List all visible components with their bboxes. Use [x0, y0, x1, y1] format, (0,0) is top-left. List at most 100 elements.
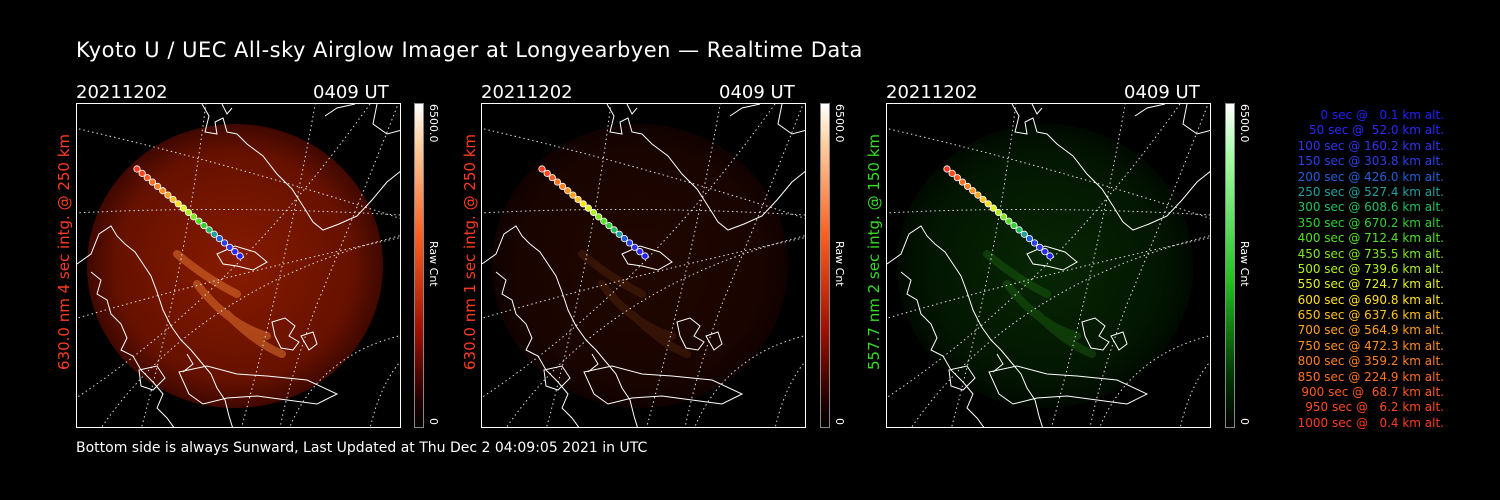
trajectory-point	[236, 252, 244, 260]
trajectory-point	[969, 187, 977, 195]
panel-2-colorbar	[820, 103, 830, 428]
trajectory-point	[553, 178, 562, 186]
trajectory-point	[231, 248, 239, 256]
trajectory-point	[215, 235, 223, 243]
trajectory-point	[1010, 221, 1018, 230]
coastline	[201, 104, 400, 231]
legend-row: 150 sec @ 303.8 km alt.	[1297, 154, 1444, 169]
trajectory-point	[1015, 226, 1023, 234]
trajectory-point	[220, 239, 229, 247]
trajectory-point	[584, 204, 592, 212]
aurora-streak	[173, 250, 286, 358]
trajectory-point	[610, 226, 618, 234]
trajectory-point	[1020, 230, 1028, 238]
trajectory-point	[620, 235, 628, 243]
trajectory-point	[569, 191, 577, 199]
latlon-grid-line	[369, 361, 400, 427]
trajectory-point	[210, 230, 218, 238]
trajectory-point	[636, 248, 644, 256]
coastline	[182, 353, 194, 373]
trajectory-point	[164, 191, 172, 199]
trajectory-point	[195, 217, 203, 225]
legend-row: 600 sec @ 690.8 km alt.	[1297, 292, 1444, 307]
panel-2-time: 0409 UT	[719, 82, 795, 103]
legend-row: 500 sec @ 739.6 km alt.	[1297, 261, 1444, 276]
coastline	[992, 353, 1004, 373]
latlon-grid-line	[482, 237, 805, 319]
trajectory-point	[579, 200, 587, 208]
trajectory-point	[169, 195, 177, 204]
latlon-grid-line	[887, 127, 1210, 219]
trajectory-point	[548, 174, 556, 182]
aurora-streak	[983, 250, 1096, 358]
coastline	[777, 104, 805, 135]
trajectory-point	[989, 204, 997, 212]
panel-2-scale-max: 6500.0	[833, 104, 846, 143]
trajectory-point	[538, 165, 546, 173]
coastline	[676, 317, 705, 351]
panel-2-allsky-image	[481, 103, 806, 428]
trajectory-point	[574, 195, 582, 204]
trajectory-point	[564, 187, 572, 195]
legend-row: 200 sec @ 426.0 km alt.	[1297, 169, 1444, 184]
trajectory-point	[974, 191, 982, 199]
coastline	[1182, 104, 1210, 135]
trajectory-point	[226, 243, 234, 251]
panel-1-scale-min: 0	[427, 418, 440, 425]
coastline	[621, 245, 673, 271]
coastline	[729, 104, 761, 117]
coastline	[887, 225, 1043, 427]
latlon-grid-line	[241, 104, 316, 427]
panel-1-wavelength-label: 630.0 nm 4 sec intg. @ 250 km	[55, 133, 73, 370]
trajectory-point	[595, 213, 603, 221]
legend-row: 1000 sec @ 0.4 km alt.	[1297, 415, 1444, 430]
coastline	[324, 104, 356, 117]
coastline	[372, 104, 400, 135]
coastline	[221, 104, 233, 115]
panel-1-date: 20211202	[76, 82, 168, 103]
trajectory-point	[984, 200, 992, 208]
coastline	[216, 245, 268, 271]
trajectory-point	[200, 221, 208, 230]
trajectory-point	[174, 200, 182, 208]
latlon-grid-line	[77, 237, 400, 319]
coastline	[1081, 317, 1110, 351]
trajectory-point	[641, 252, 649, 260]
trajectory-point	[1005, 217, 1013, 225]
legend-row: 850 sec @ 224.9 km alt.	[1297, 369, 1444, 384]
trajectory-point	[1025, 235, 1033, 243]
coastline	[90, 271, 175, 427]
coastline	[543, 365, 571, 391]
coastline	[482, 225, 638, 427]
trajectory-point	[1041, 248, 1049, 256]
footer-note: Bottom side is always Sunward, Last Upda…	[76, 440, 648, 456]
trajectory-point	[1000, 213, 1008, 221]
legend-row: 900 sec @ 68.7 km alt.	[1301, 385, 1444, 400]
trajectory-point	[205, 226, 213, 234]
panel-2-date: 20211202	[481, 82, 573, 103]
latlon-grid-line	[887, 208, 1210, 216]
latlon-grid-line	[951, 104, 1017, 427]
trajectory-legend: 0 sec @ 0.1 km alt. 50 sec @ 52.0 km alt.…	[1262, 108, 1444, 431]
coastline	[583, 365, 744, 405]
latlon-grid-line	[774, 361, 805, 427]
trajectory-point	[133, 165, 141, 173]
coastline	[495, 271, 580, 427]
panel-1-colorbar	[414, 103, 424, 428]
panel-3-scale-unit: Raw Cnt	[1238, 241, 1251, 287]
trajectory-point	[589, 208, 598, 217]
latlon-grid-line	[1179, 361, 1210, 427]
coastline	[606, 104, 805, 231]
coastline	[1026, 245, 1078, 271]
trajectory-point	[605, 221, 613, 230]
legend-row: 800 sec @ 359.2 km alt.	[1297, 354, 1444, 369]
legend-row: 400 sec @ 712.4 km alt.	[1297, 231, 1444, 246]
legend-row: 750 sec @ 472.3 km alt.	[1297, 338, 1444, 353]
panel-2-wavelength-label: 630.0 nm 1 sec intg. @ 250 km	[461, 133, 479, 370]
coastline	[300, 331, 318, 351]
trajectory-point	[143, 174, 151, 182]
trajectory-point	[559, 182, 567, 191]
legend-row: 300 sec @ 608.6 km alt.	[1297, 200, 1444, 215]
trajectory-point	[964, 182, 972, 191]
trajectory-point	[179, 204, 187, 212]
